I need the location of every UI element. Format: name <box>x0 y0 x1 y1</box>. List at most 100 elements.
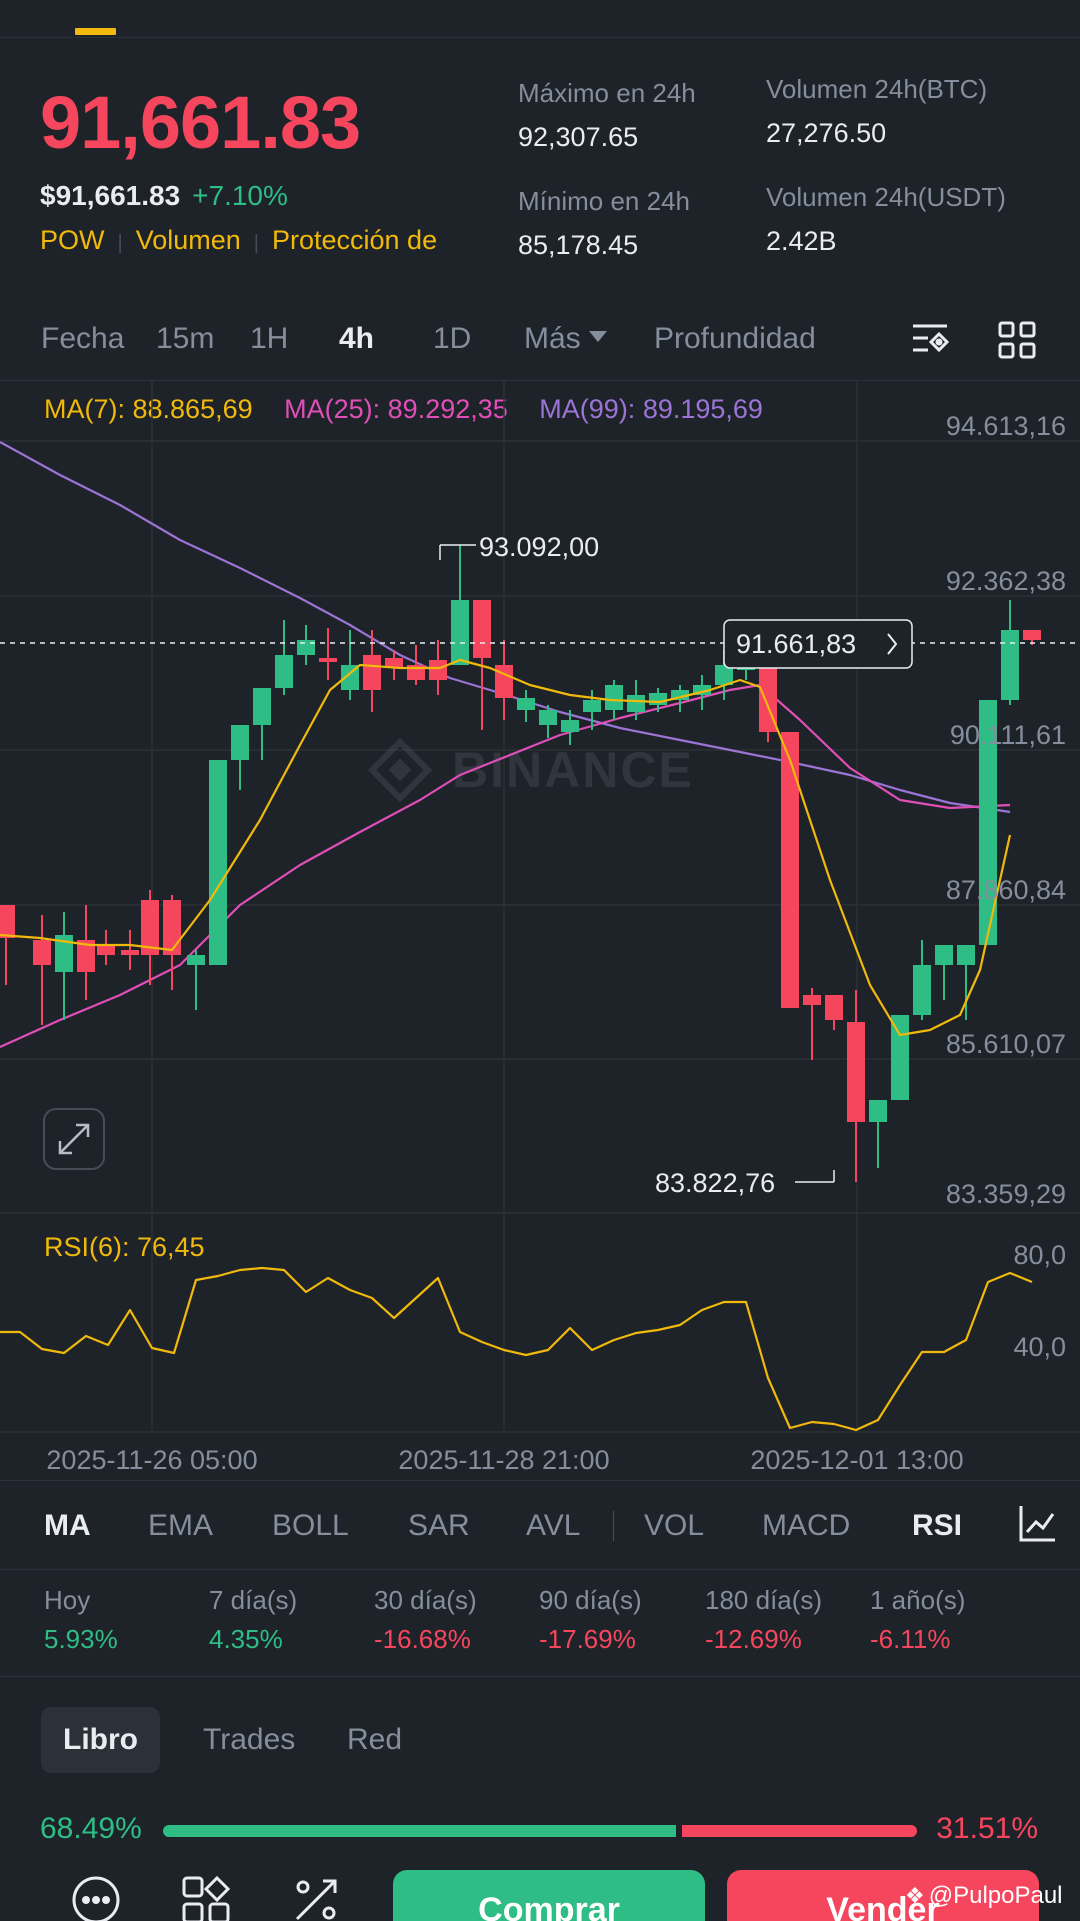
candle-body <box>671 690 689 700</box>
candle-body <box>275 655 293 688</box>
candle-body <box>649 693 667 705</box>
price-axis-label: 92.362,38 <box>946 566 1066 596</box>
candle-body <box>141 900 159 955</box>
candle-body <box>341 665 359 690</box>
rsi-axis-label: 80,0 <box>1013 1240 1066 1270</box>
indicator-rsi[interactable]: RSI <box>912 1509 963 1542</box>
tag-proteccion[interactable]: Protección de <box>271 225 438 255</box>
ma7-polyline <box>0 658 1012 1037</box>
date-axis-label: 2025-12-01 13:00 <box>750 1445 963 1475</box>
indicator-settings-icon[interactable] <box>1018 1503 1058 1551</box>
price-axis-label: 85.610,07 <box>946 1029 1066 1059</box>
timeframe-mas[interactable]: Más <box>524 322 607 356</box>
timeframe-1h[interactable]: 1H <box>250 322 289 355</box>
candles <box>0 545 1041 1182</box>
candle-body <box>253 688 271 725</box>
date-axis-label: 2025-11-26 05:00 <box>46 1445 257 1475</box>
perf-value: 4.35% <box>209 1624 283 1654</box>
last-price: 91,661.83 <box>40 81 361 164</box>
binance-logo-icon <box>367 737 433 803</box>
more-icon[interactable] <box>71 1875 121 1921</box>
stat-vol-usdt-value: 2.42B <box>766 226 837 256</box>
indicator-macd[interactable]: MACD <box>762 1509 851 1542</box>
buy-sell-ratio: 68.49% 31.51% <box>0 1812 1080 1852</box>
indicator-bar: MA EMA BOLL SAR AVL VOL MACD RSI <box>0 1480 1080 1570</box>
timeframe-4h[interactable]: 4h <box>339 322 375 355</box>
candle-body <box>715 665 733 685</box>
sell-button[interactable]: Vender <box>727 1870 1039 1921</box>
candle-body <box>163 900 181 955</box>
candle-body <box>55 935 73 972</box>
buy-button[interactable]: Comprar <box>393 1870 705 1921</box>
ratio-bar <box>163 1825 917 1837</box>
candle-body <box>121 950 139 955</box>
date-axis: 2025-11-26 05:00 2025-11-28 21:00 2025-1… <box>46 1445 963 1475</box>
perf-30d: 30 día(s) -16.68% <box>374 1585 477 1655</box>
tab-red[interactable]: Red <box>347 1723 403 1756</box>
tab-libro[interactable]: Libro <box>41 1707 160 1773</box>
tag-volumen[interactable]: Volumen <box>135 225 241 255</box>
indicator-avl[interactable]: AVL <box>526 1509 581 1542</box>
timeframe-profundidad[interactable]: Profundidad <box>654 322 816 355</box>
rsi-axis: 80,0 40,0 <box>1013 1240 1066 1362</box>
perf-7d: 7 día(s) 4.35% <box>209 1585 297 1655</box>
date-axis-label: 2025-11-28 21:00 <box>398 1445 609 1475</box>
user-watermark: ❖ @PulpoPaul <box>905 1882 1063 1910</box>
chart-settings-icon[interactable] <box>910 320 950 368</box>
candle-body <box>847 1022 865 1122</box>
current-price-tag-label: 91.661,83 <box>736 629 856 659</box>
stat-vol-usdt-label: Volumen 24h(USDT) <box>766 182 1006 212</box>
stat-low-label: Mínimo en 24h <box>518 186 690 216</box>
perf-label: 1 año(s) <box>870 1585 966 1615</box>
timeframe-1d[interactable]: 1D <box>433 322 472 355</box>
ratio-bar-buy <box>163 1825 676 1837</box>
timeframe-fecha[interactable]: Fecha <box>41 322 125 355</box>
candle-body <box>539 710 557 725</box>
candle-body <box>363 655 381 690</box>
perf-label: 30 día(s) <box>374 1585 477 1615</box>
price-axis-label: 94.613,16 <box>946 411 1066 441</box>
candle-body <box>319 658 337 662</box>
candle-body <box>979 700 997 945</box>
perf-value: -16.68% <box>374 1624 471 1654</box>
candle-body <box>891 1015 909 1100</box>
perf-label: 7 día(s) <box>209 1585 298 1615</box>
layout-grid-icon[interactable] <box>997 320 1037 368</box>
widgets-icon[interactable] <box>181 1875 231 1921</box>
stat-high-label: Máximo en 24h <box>518 78 696 108</box>
watermark-text: BINANCE <box>452 742 694 798</box>
stat-vol-btc-value: 27,276.50 <box>766 118 887 148</box>
price-axis-label: 83.359,29 <box>946 1179 1066 1209</box>
strategy-icon[interactable] <box>291 1875 341 1921</box>
stat-high-value: 92,307.65 <box>518 122 639 152</box>
candle-body <box>451 600 469 665</box>
tag-row: POW | Volumen | Protección de <box>40 225 438 255</box>
candle-body <box>627 695 645 712</box>
candle-body <box>605 685 623 710</box>
tab-trades[interactable]: Trades <box>203 1723 296 1756</box>
indicator-boll[interactable]: BOLL <box>272 1509 349 1542</box>
caret-down-icon <box>588 331 607 342</box>
candlestick-chart[interactable]: BINANCE 93.092,00 83.822,76 94.613,16 92… <box>0 381 1080 1481</box>
candle-body <box>385 658 403 668</box>
perf-label: 90 día(s) <box>539 1585 642 1615</box>
ma25-label: MA(25): 89.292,35 <box>284 394 508 424</box>
change-percent: +7.10% <box>192 180 288 211</box>
indicator-ma[interactable]: MA <box>44 1509 91 1542</box>
candle-body <box>957 945 975 965</box>
perf-hoy: Hoy 5.93% <box>44 1585 118 1655</box>
candle-body <box>187 955 205 965</box>
indicator-ema[interactable]: EMA <box>148 1509 214 1542</box>
sell-percent: 31.51% <box>936 1812 1038 1845</box>
ma7-label: MA(7): 88.865,69 <box>44 394 253 424</box>
perf-1y: 1 año(s) -6.11% <box>870 1585 965 1655</box>
usd-price-row: $91,661.83 +7.10% <box>40 180 288 212</box>
candle-body <box>33 940 51 965</box>
candle-body <box>517 698 535 710</box>
candle-body <box>77 940 95 972</box>
timeframe-15m[interactable]: 15m <box>156 322 215 355</box>
indicator-vol[interactable]: VOL <box>644 1509 705 1542</box>
tag-pow[interactable]: POW <box>40 225 105 255</box>
perf-divider <box>0 1676 1080 1677</box>
indicator-sar[interactable]: SAR <box>408 1509 470 1542</box>
